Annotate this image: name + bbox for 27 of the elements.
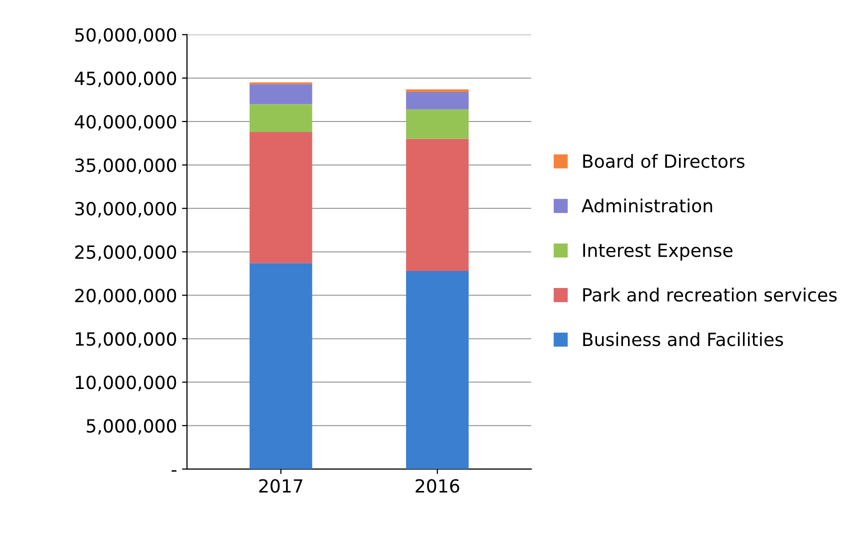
y-tick-label: 25,000,000 [75, 245, 176, 261]
bar [406, 92, 469, 110]
legend-label: Park and recreation services [583, 288, 837, 302]
y-tick-label: 40,000,000 [74, 114, 176, 130]
y-tick-label: 10,000,000 [76, 376, 176, 392]
bar [406, 270, 469, 470]
bar [406, 89, 469, 92]
y-tick-label: 45,000,000 [74, 72, 176, 88]
y-tick-label: 35,000,000 [75, 158, 176, 174]
bar [250, 84, 312, 104]
y-tick-label: 30,000,000 [75, 202, 176, 218]
y-tick-label: 5,000,000 [86, 419, 176, 435]
legend-label: Business and Facilities [583, 332, 784, 346]
bar [406, 109, 469, 139]
y-tick-label: 20,000,000 [75, 288, 176, 304]
legend-label: Administration [582, 198, 712, 213]
y-tick-label: - [172, 470, 176, 472]
bar [250, 132, 312, 264]
bar [250, 104, 312, 132]
y-tick-label: 15,000,000 [76, 332, 176, 348]
bar [250, 263, 312, 470]
y-tick-label: 50,000,000 [75, 28, 176, 44]
bar [406, 138, 469, 271]
x-tick-label: 2017 [259, 479, 302, 493]
x-tick-label: 2016 [416, 479, 460, 493]
legend-label: Board of Directors [583, 154, 744, 168]
legend-label: Interest Expense [583, 244, 732, 261]
